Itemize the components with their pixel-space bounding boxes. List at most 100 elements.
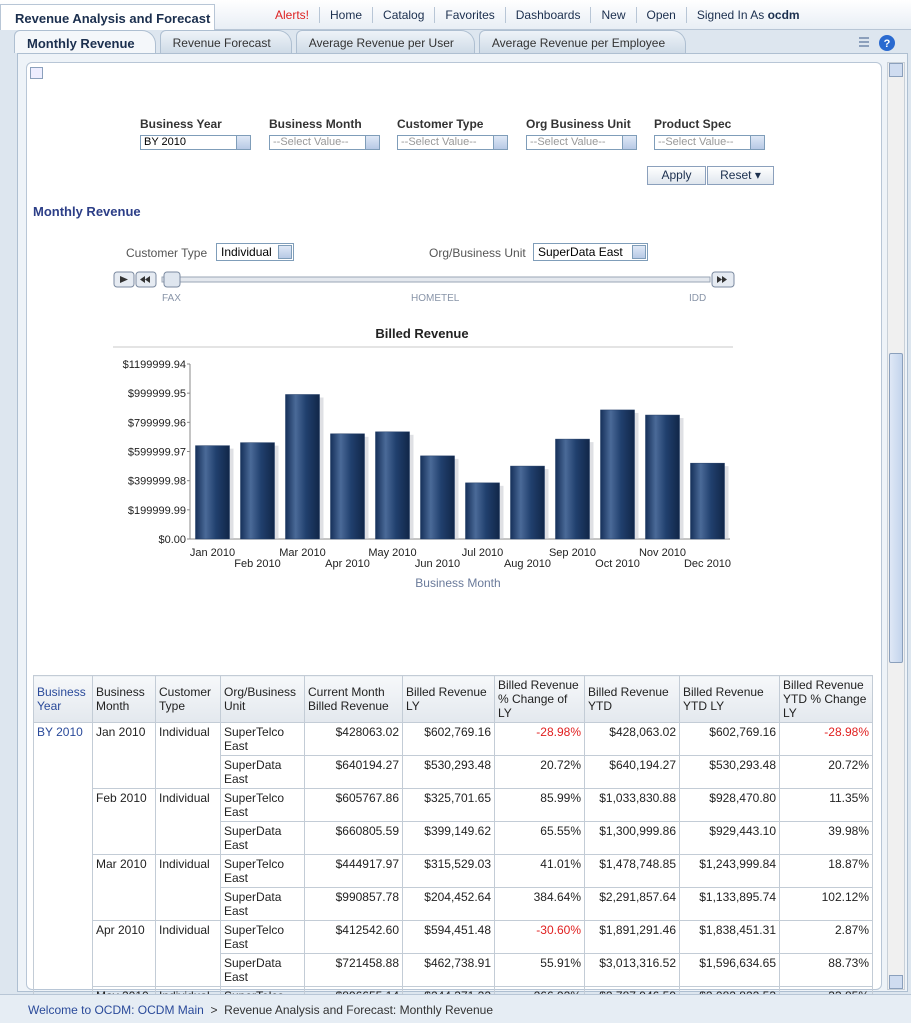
month-cell: Jan 2010	[93, 723, 156, 789]
y-tick-label: $199999.99	[128, 505, 186, 517]
y-tick-label: $999999.95	[128, 388, 186, 400]
value-cell: $530,293.48	[403, 756, 495, 789]
slider[interactable]	[112, 270, 738, 292]
prompt-select[interactable]: --Select Value--	[654, 135, 765, 150]
nav-alerts[interactable]: Alerts!	[265, 7, 320, 23]
scroll-down[interactable]	[889, 975, 903, 989]
org-unit-cell: SuperData East	[221, 756, 305, 789]
scrollbar[interactable]	[887, 62, 905, 990]
org-unit-cell: SuperTelco East	[221, 855, 305, 888]
prompt-value: --Select Value--	[658, 136, 734, 148]
value-cell: $594,451.48	[403, 921, 495, 954]
column-header: Billed Revenue % Change of LY	[495, 676, 585, 723]
y-tick-label: $1199999.94	[123, 359, 186, 371]
prompt-label: Business Year	[140, 117, 222, 131]
apply-button[interactable]: Apply	[647, 166, 706, 185]
bar	[466, 483, 500, 539]
value-cell: -28.98%	[780, 723, 873, 756]
value-cell: 65.55%	[495, 822, 585, 855]
month-cell: Feb 2010	[93, 789, 156, 855]
view-selector-value: Individual	[221, 245, 272, 259]
bar	[511, 466, 545, 539]
value-cell: $605767.86	[305, 789, 403, 822]
chart-title: Billed Revenue	[375, 326, 468, 341]
nav-new[interactable]: New	[591, 7, 636, 23]
view-selector[interactable]: SuperData East	[533, 243, 648, 261]
column-header: Current Month Billed Revenue	[305, 676, 403, 723]
bar	[556, 439, 590, 539]
value-cell: 85.99%	[495, 789, 585, 822]
table-row: Mar 2010IndividualSuperTelco East$444917…	[34, 855, 873, 888]
tab[interactable]: Average Revenue per Employee	[479, 30, 686, 53]
view-selector-value: SuperData East	[538, 245, 623, 259]
value-cell: 11.35%	[780, 789, 873, 822]
y-tick-label: $399999.98	[128, 476, 186, 488]
signed-in-label: Signed In As	[697, 8, 764, 22]
value-cell: 384.64%	[495, 888, 585, 921]
value-cell: $1,300,999.86	[585, 822, 680, 855]
value-cell: $530,293.48	[680, 756, 780, 789]
slider-label: HOMETEL	[411, 293, 459, 304]
value-cell: $399,149.62	[403, 822, 495, 855]
y-tick-label: $799999.96	[128, 417, 186, 429]
user-info[interactable]: Signed In As ocdm	[687, 7, 810, 23]
bar	[646, 415, 680, 539]
dashboard-title: Revenue Analysis and Forecast	[0, 4, 215, 30]
prompt-label: Customer Type	[397, 117, 483, 131]
tab[interactable]: Average Revenue per User	[296, 30, 475, 53]
tab[interactable]: Monthly Revenue	[14, 30, 156, 53]
prompt-value: --Select Value--	[273, 136, 349, 148]
prompt-select[interactable]: --Select Value--	[269, 135, 380, 150]
view-selector-label: Org/Business Unit	[429, 246, 526, 260]
reset-button[interactable]: Reset ▾	[707, 166, 774, 185]
value-cell: $3,013,316.52	[585, 954, 680, 987]
column-header: Billed Revenue YTD LY	[680, 676, 780, 723]
nav-open[interactable]: Open	[637, 7, 687, 23]
nav-catalog[interactable]: Catalog	[373, 7, 435, 23]
customer-type-cell: Individual	[156, 855, 221, 921]
page-options[interactable]: ?	[857, 34, 899, 52]
value-cell: 41.01%	[495, 855, 585, 888]
column-header: Customer Type	[156, 676, 221, 723]
slider-label: IDD	[689, 293, 706, 304]
view-selector[interactable]: Individual	[216, 243, 294, 261]
scroll-up[interactable]	[889, 63, 903, 77]
org-unit-cell: SuperTelco East	[221, 789, 305, 822]
prompt-label: Org Business Unit	[526, 117, 631, 131]
svg-text:?: ?	[884, 38, 891, 50]
org-unit-cell: SuperTelco East	[221, 921, 305, 954]
tab[interactable]: Revenue Forecast	[160, 30, 292, 53]
year-cell: BY 2010	[34, 723, 93, 1020]
prompt-select[interactable]: --Select Value--	[397, 135, 508, 150]
x-tick-label: May 2010	[368, 547, 416, 559]
x-tick-label: Nov 2010	[639, 547, 686, 559]
nav-favorites[interactable]: Favorites	[435, 7, 505, 23]
x-tick-label: Apr 2010	[325, 558, 370, 570]
value-cell: $428063.02	[305, 723, 403, 756]
scroll-thumb[interactable]	[889, 353, 903, 663]
revenue-table: Business YearBusiness MonthCustomer Type…	[33, 675, 873, 1020]
org-unit-cell: SuperData East	[221, 888, 305, 921]
x-tick-label: Mar 2010	[279, 547, 325, 559]
nav-home[interactable]: Home	[320, 7, 373, 23]
breadcrumb-link[interactable]: Welcome to OCDM: OCDM Main	[28, 1003, 204, 1017]
customer-type-cell: Individual	[156, 921, 221, 987]
table-row: BY 2010Jan 2010IndividualSuperTelco East…	[34, 723, 873, 756]
breadcrumb-current: Revenue Analysis and Forecast: Monthly R…	[224, 1003, 493, 1017]
breadcrumb-separator: >	[210, 1003, 217, 1017]
section-title: Monthly Revenue	[33, 204, 141, 219]
nav-dashboards[interactable]: Dashboards	[506, 7, 592, 23]
prompt-select[interactable]: BY 2010	[140, 135, 251, 150]
reset-label: Reset	[720, 168, 751, 182]
column-header: Billed Revenue YTD % Change LY	[780, 676, 873, 723]
value-cell: $640194.27	[305, 756, 403, 789]
prompt-select[interactable]: --Select Value--	[526, 135, 637, 150]
collapse-toggle[interactable]	[30, 67, 43, 79]
table-row: Apr 2010IndividualSuperTelco East$412542…	[34, 921, 873, 954]
value-cell: 39.98%	[780, 822, 873, 855]
y-tick-label: $0.00	[158, 534, 186, 546]
value-cell: $428,063.02	[585, 723, 680, 756]
bar	[601, 410, 635, 539]
value-cell: 20.72%	[495, 756, 585, 789]
bar	[196, 446, 230, 539]
